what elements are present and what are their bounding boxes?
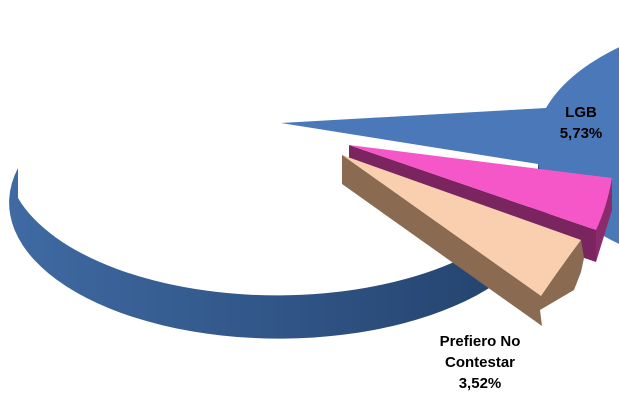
label-lgb: LGB 5,73%: [553, 102, 609, 144]
pie-side-lgb: [596, 178, 612, 262]
pie-slice-prefiero: [342, 155, 581, 296]
label-heterosexuales-name: Heterosexuales: [91, 96, 203, 113]
pie-slice-heterosexuales: [281, 47, 619, 244]
label-prefiero-name-1: Prefiero No: [439, 333, 521, 350]
pie-slice-lgb: [349, 145, 612, 230]
label-lgb-name: LGB: [565, 104, 597, 121]
pie-side-heterosexuales: [9, 164, 550, 339]
label-lgb-value: 5,73%: [559, 125, 603, 142]
label-heterosexuales-value: 90,75%: [121, 117, 173, 134]
label-prefiero-value: 3,52%: [458, 375, 502, 392]
label-prefiero-name-2: Contestar: [444, 354, 515, 371]
label-prefiero: Prefiero No Contestar 3,52%: [425, 331, 535, 394]
label-heterosexuales: Heterosexuales 90,75%: [62, 94, 232, 136]
